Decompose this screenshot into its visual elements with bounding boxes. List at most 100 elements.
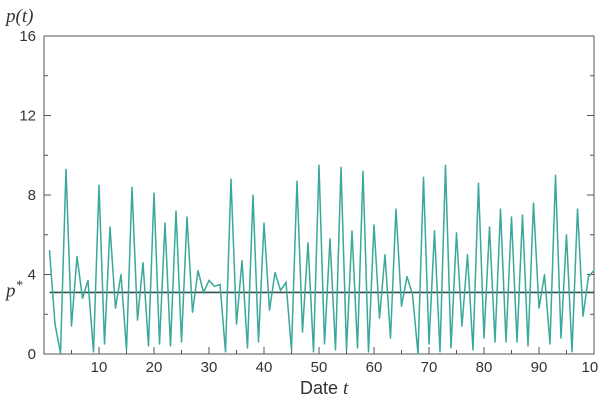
data-point [538, 307, 540, 309]
data-point [224, 351, 227, 353]
tick-labels-layer: 0 8 12 16 4 10 20 30 40 50 60 70 80 90 100 p* [4, 28, 598, 376]
data-point [191, 311, 194, 313]
data-point [455, 232, 458, 234]
y-tick-label: 16 [19, 28, 36, 45]
data-point [367, 351, 370, 353]
data-point [340, 166, 342, 168]
x-tick-label: 20 [146, 359, 163, 376]
data-point [593, 269, 595, 272]
data-point [378, 317, 381, 319]
data-point [92, 351, 95, 353]
data-point [279, 289, 282, 291]
data-point [450, 347, 452, 349]
data-point [241, 259, 243, 262]
data-point [158, 343, 161, 345]
x-tick-label: 90 [531, 359, 548, 376]
y-tick-label: 4 [28, 267, 36, 284]
data-point [532, 202, 535, 204]
data-point [197, 269, 199, 272]
data-point [76, 256, 78, 258]
data-point [147, 345, 150, 347]
data-point [389, 337, 392, 339]
data-point [186, 216, 188, 218]
data-point [428, 343, 430, 345]
data-point [488, 226, 491, 228]
data-point [439, 351, 441, 353]
data-point [571, 351, 573, 353]
data-point [301, 331, 304, 333]
data-point [213, 285, 216, 288]
data-point [362, 170, 364, 172]
data-point [345, 349, 348, 351]
data-point [136, 319, 139, 321]
data-point [576, 208, 579, 210]
data-point [235, 323, 238, 325]
data-point [125, 349, 128, 351]
x-axis-title-text: Date [300, 378, 343, 398]
data-point [285, 281, 287, 284]
data-point [323, 343, 326, 345]
data-point [461, 325, 463, 327]
equilibrium-label: p* [4, 278, 23, 301]
x-tick-label: 10 [91, 359, 108, 376]
y-tick-label: 12 [19, 108, 36, 125]
data-point [554, 174, 557, 176]
data-point [103, 343, 106, 345]
data-point [98, 184, 100, 186]
data-point [395, 208, 397, 210]
data-point [521, 214, 524, 216]
data-point [65, 168, 67, 170]
data-point [114, 307, 117, 309]
x-tick-label: 50 [311, 359, 328, 376]
data-point [257, 341, 260, 343]
data-point [70, 325, 73, 327]
data-point [466, 254, 469, 256]
data-point [411, 293, 414, 295]
data-point [587, 275, 590, 278]
data-point [329, 238, 331, 240]
data-point [477, 182, 480, 184]
data-point [483, 337, 485, 339]
chart-ticks-layer [43, 35, 595, 355]
data-point [494, 341, 496, 343]
data-point [516, 341, 518, 343]
data-point [307, 242, 309, 244]
data-point [296, 180, 298, 182]
series-line [48, 165, 595, 355]
data-point [246, 347, 249, 349]
data-point [433, 230, 436, 232]
data-point [142, 261, 144, 264]
data-point [565, 234, 568, 236]
y-axis-title: p(t) [4, 6, 33, 27]
data-point [312, 351, 315, 353]
data-point [175, 210, 177, 212]
data-point [87, 279, 89, 282]
data-point [560, 337, 562, 339]
data-point [219, 283, 221, 286]
data-point [54, 323, 56, 325]
x-tick-label: 100 [581, 359, 598, 376]
series-layer [48, 164, 595, 355]
data-point [263, 222, 265, 224]
data-point [164, 222, 166, 224]
data-point [131, 186, 133, 188]
x-tick-label: 70 [421, 359, 438, 376]
data-point [472, 349, 474, 351]
y-tick-label: 8 [28, 187, 36, 204]
data-point [268, 309, 271, 311]
data-point [109, 226, 111, 228]
data-point [59, 352, 62, 354]
data-point [180, 341, 183, 343]
data-point [208, 279, 210, 282]
data-point [169, 345, 172, 347]
data-point [351, 230, 353, 232]
data-point [252, 194, 254, 196]
data-point [505, 341, 507, 343]
data-point [48, 250, 51, 252]
x-axis-title: Date t [300, 378, 349, 399]
plot-frame [43, 35, 595, 355]
data-point [510, 216, 513, 218]
x-tick-label: 60 [366, 359, 383, 376]
x-tick-label: 40 [256, 359, 273, 376]
